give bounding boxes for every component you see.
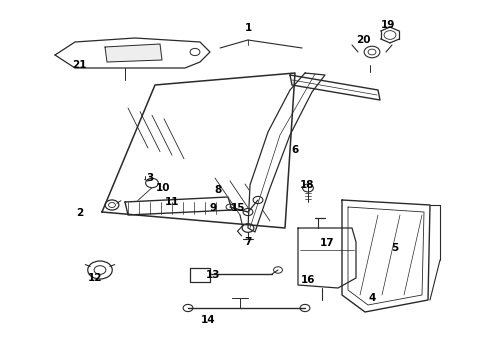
Polygon shape <box>190 268 210 282</box>
Text: 7: 7 <box>245 237 252 247</box>
Text: 1: 1 <box>245 23 252 33</box>
Text: 11: 11 <box>165 197 179 207</box>
Text: 19: 19 <box>381 20 395 30</box>
Polygon shape <box>290 75 380 100</box>
Text: 8: 8 <box>215 185 221 195</box>
Polygon shape <box>105 44 162 62</box>
Text: 13: 13 <box>206 270 220 280</box>
Text: 10: 10 <box>156 183 170 193</box>
Polygon shape <box>55 38 210 68</box>
Text: 17: 17 <box>319 238 334 248</box>
Text: 5: 5 <box>392 243 399 253</box>
Polygon shape <box>125 197 232 215</box>
Text: 6: 6 <box>292 145 298 155</box>
Text: 20: 20 <box>356 35 370 45</box>
Text: 18: 18 <box>300 180 314 190</box>
Text: 21: 21 <box>72 60 86 70</box>
Text: 9: 9 <box>209 203 217 213</box>
Text: 12: 12 <box>88 273 102 283</box>
Polygon shape <box>102 73 295 228</box>
Polygon shape <box>298 228 356 288</box>
Text: 16: 16 <box>301 275 315 285</box>
Text: 14: 14 <box>201 315 215 325</box>
Polygon shape <box>248 73 325 232</box>
Text: 15: 15 <box>231 203 245 213</box>
Text: 4: 4 <box>368 293 376 303</box>
Text: 2: 2 <box>76 208 84 218</box>
Polygon shape <box>342 200 430 312</box>
Text: 3: 3 <box>147 173 154 183</box>
